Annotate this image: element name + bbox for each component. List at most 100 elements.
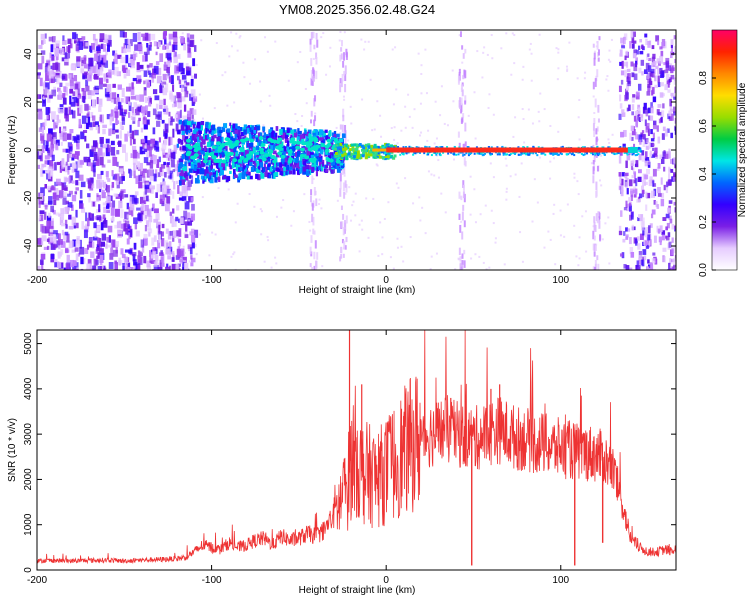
heat-cell: [550, 152, 553, 155]
heat-cell: [187, 156, 192, 161]
heat-streak-cell: [344, 245, 347, 250]
heat-cell: [187, 172, 190, 176]
heat-cell: [146, 119, 150, 125]
heat-cell: [87, 72, 92, 82]
heat-cell: [44, 65, 49, 73]
heat-cell: [321, 162, 325, 167]
heat-cell: [299, 138, 302, 144]
heat-cell: [61, 75, 66, 79]
heat-cell: [230, 149, 234, 155]
heat-cell: [336, 199, 339, 202]
heat-cell: [124, 220, 130, 227]
heat-cell: [304, 130, 307, 134]
heat-cell: [217, 187, 220, 190]
heat-cell: [65, 52, 71, 59]
heat-cell: [95, 153, 100, 159]
heat-cell: [645, 122, 650, 130]
heat-cell: [166, 248, 171, 255]
heat-cell: [670, 93, 674, 97]
heat-cell: [573, 172, 576, 175]
heat-cell: [661, 234, 665, 241]
heat-cell: [162, 148, 166, 155]
heat-cell: [295, 164, 299, 169]
heat-cell: [148, 146, 153, 151]
heat-cell: [512, 152, 515, 155]
heat-cell: [254, 168, 257, 172]
heat-cell: [249, 175, 253, 180]
heat-cell: [83, 229, 88, 239]
heat-streak-cell: [314, 269, 317, 270]
heat-cell: [120, 190, 124, 200]
heat-cell: [224, 137, 230, 142]
heat-cell: [644, 157, 647, 163]
heat-streak-cell: [593, 52, 596, 60]
heat-cell: [665, 235, 670, 241]
heat-cell: [230, 156, 234, 162]
heat-cell: [519, 153, 522, 156]
heat-cell: [615, 152, 618, 155]
heat-cell: [267, 163, 271, 167]
heat-cell: [201, 136, 205, 142]
heat-cell: [81, 36, 86, 41]
heat-cell: [242, 61, 245, 64]
heat-streak-cell: [344, 180, 347, 188]
heat-cell: [361, 154, 365, 158]
heat-cell: [144, 186, 148, 195]
heat-cell: [282, 199, 285, 202]
heat-cell: [91, 145, 96, 152]
heat-cell: [353, 151, 357, 155]
heat-cell: [126, 238, 130, 245]
heat-cell: [141, 244, 145, 253]
heat-cell: [53, 71, 56, 78]
heat-cell: [501, 145, 504, 148]
heat-cell: [234, 174, 238, 178]
heat-cell: [607, 138, 610, 141]
heat-cell: [473, 152, 476, 155]
heat-cell: [187, 180, 192, 187]
heat-cell: [372, 197, 375, 200]
heat-cell: [325, 164, 329, 169]
heat-cell: [98, 98, 103, 107]
heat-cell: [178, 241, 182, 247]
heat-cell: [581, 146, 584, 149]
heat-cell: [145, 79, 150, 83]
heat-cell: [548, 152, 551, 155]
heat-streak-cell: [312, 31, 315, 39]
heat-cell: [549, 160, 552, 163]
heat-cell: [116, 71, 121, 77]
heat-streak-cell: [592, 166, 595, 175]
heat-cell: [323, 139, 326, 144]
heat-cell: [621, 172, 625, 177]
heat-cell: [125, 227, 129, 235]
heat-cell: [91, 115, 96, 121]
heat-cell: [199, 148, 203, 153]
heat-cell: [47, 96, 51, 103]
heat-cell: [126, 86, 131, 92]
heat-cell: [149, 184, 152, 188]
heat-cell: [634, 188, 638, 195]
heat-streak-cell: [343, 240, 346, 250]
heat-cell: [652, 147, 655, 152]
heat-cell: [492, 113, 495, 116]
heat-cell: [40, 199, 43, 205]
heat-cell: [80, 39, 84, 43]
heat-cell: [504, 157, 507, 160]
heat-cell: [336, 168, 341, 173]
colorbar-tick-label: 0.2: [698, 215, 709, 229]
heat-cell: [255, 163, 260, 167]
heat-cell: [42, 139, 46, 149]
heat-cell: [74, 247, 79, 252]
heat-cell: [600, 184, 603, 187]
heat-cell: [197, 136, 201, 143]
snr-line: [37, 330, 676, 565]
heat-cell: [232, 123, 237, 129]
heat-cell: [227, 188, 230, 191]
heat-cell: [340, 144, 344, 148]
heat-cell: [99, 136, 104, 144]
heat-cell: [325, 168, 329, 173]
heat-cell: [629, 41, 632, 49]
heat-cell: [123, 219, 127, 223]
heat-cell: [607, 146, 610, 149]
heat-cell: [64, 177, 69, 182]
heat-streak-cell: [460, 105, 463, 114]
